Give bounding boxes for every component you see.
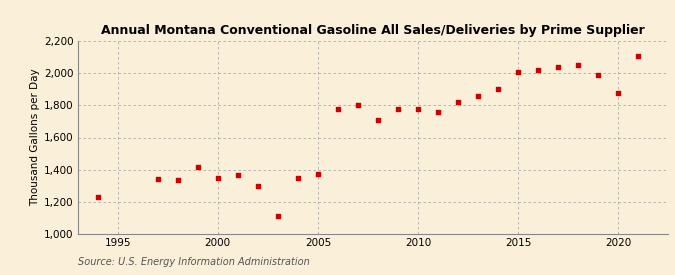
Point bbox=[373, 118, 383, 122]
Point bbox=[213, 175, 223, 180]
Point bbox=[393, 107, 404, 112]
Point bbox=[252, 183, 263, 188]
Point bbox=[412, 107, 423, 112]
Point bbox=[513, 70, 524, 74]
Point bbox=[273, 214, 284, 218]
Point bbox=[292, 175, 303, 180]
Text: Source: U.S. Energy Information Administration: Source: U.S. Energy Information Administ… bbox=[78, 257, 309, 267]
Point bbox=[533, 68, 543, 72]
Point bbox=[172, 178, 183, 182]
Point bbox=[593, 73, 603, 77]
Title: Annual Montana Conventional Gasoline All Sales/Deliveries by Prime Supplier: Annual Montana Conventional Gasoline All… bbox=[101, 24, 645, 37]
Point bbox=[553, 65, 564, 69]
Point bbox=[232, 173, 243, 177]
Point bbox=[313, 172, 323, 177]
Point bbox=[613, 90, 624, 95]
Point bbox=[433, 110, 443, 114]
Point bbox=[153, 177, 163, 182]
Point bbox=[192, 165, 203, 169]
Y-axis label: Thousand Gallons per Day: Thousand Gallons per Day bbox=[30, 69, 40, 206]
Point bbox=[573, 63, 584, 68]
Point bbox=[472, 94, 483, 98]
Point bbox=[352, 103, 363, 108]
Point bbox=[453, 100, 464, 104]
Point bbox=[92, 195, 103, 199]
Point bbox=[633, 53, 644, 58]
Point bbox=[493, 86, 504, 91]
Point bbox=[333, 107, 344, 112]
